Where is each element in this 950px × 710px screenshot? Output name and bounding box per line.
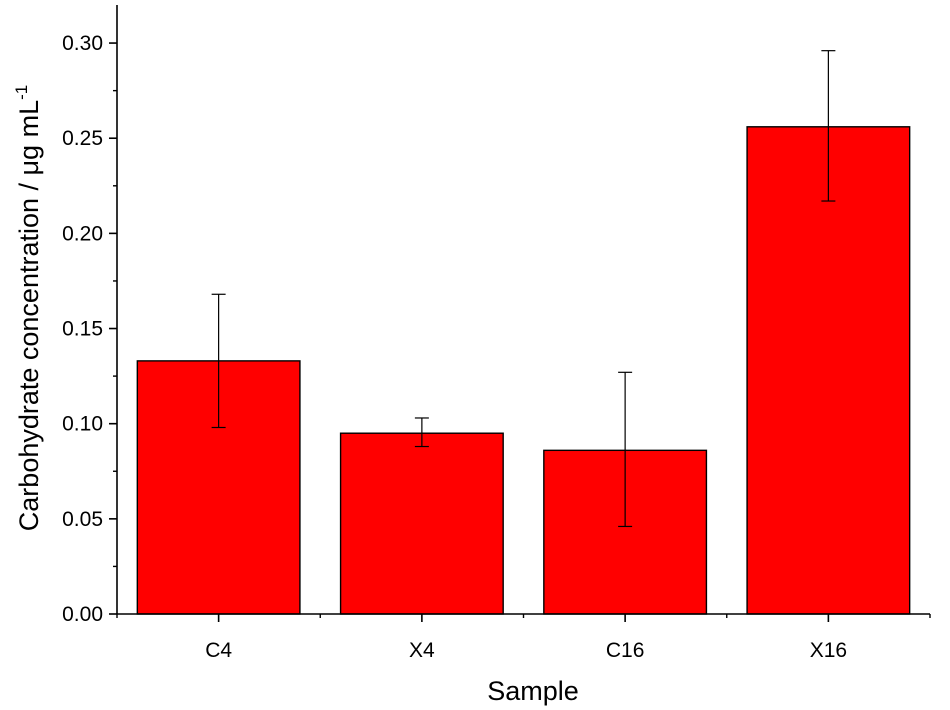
y-ticks-group: 0.00 0.05 0.10 0.15 0.20 0.25 0.30 (62, 32, 117, 626)
bars-group (136, 126, 911, 615)
y-axis-title-main: Carbohydrate concentration / μg mL (14, 100, 44, 531)
y-tick-label: 0.00 (62, 603, 103, 626)
y-tick-label: 0.05 (62, 508, 103, 531)
y-tick-label: 0.10 (62, 413, 103, 436)
bar-x4 (339, 432, 504, 615)
y-axis-title-superscript: -1 (12, 85, 31, 100)
x-tick-label: C4 (205, 639, 232, 662)
y-tick-label: 0.15 (62, 318, 103, 341)
error-bars-group (211, 50, 836, 528)
x-axis-title: Sample (487, 676, 579, 706)
x-tick-label: C16 (606, 639, 645, 662)
y-tick-label: 0.25 (62, 127, 103, 150)
y-tick-label: 0.30 (62, 32, 103, 55)
x-tick-label: X4 (409, 639, 435, 662)
x-tick-label: X16 (810, 639, 847, 662)
y-tick-label: 0.20 (62, 222, 103, 245)
x-ticks-group: C4 X4 C16 X16 (116, 614, 931, 662)
y-axis-title: Carbohydrate concentration / μg mL-1 (12, 85, 44, 531)
